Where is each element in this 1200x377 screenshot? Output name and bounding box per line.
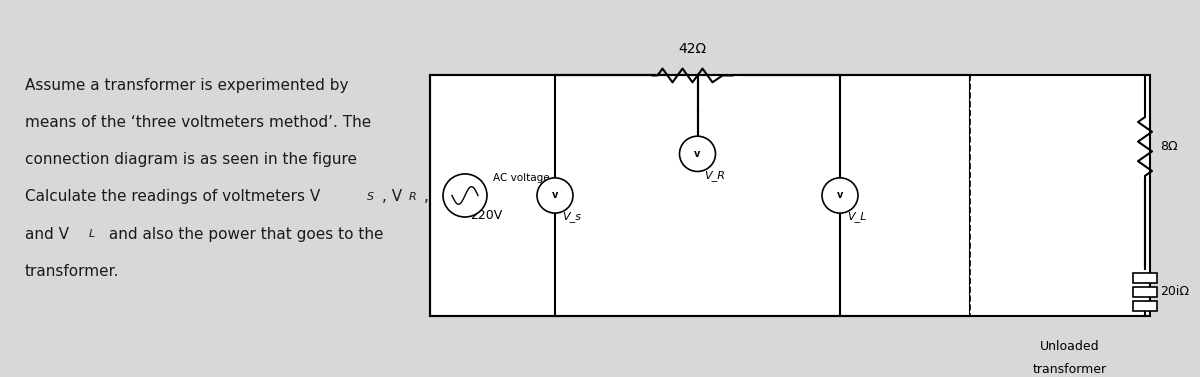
Text: 220V: 220V [470,208,503,222]
Bar [1133,287,1157,297]
Bar [1133,273,1157,283]
Text: ,: , [424,190,428,204]
Text: Assume a transformer is experimented by: Assume a transformer is experimented by [25,78,348,93]
Text: R: R [409,192,416,202]
Text: 8Ω: 8Ω [1160,140,1177,153]
Circle shape [822,178,858,213]
Text: means of the ‘three voltmeters method’. The: means of the ‘three voltmeters method’. … [25,115,371,130]
Bar [430,75,970,316]
Text: V_L: V_L [847,211,866,222]
Text: Unloaded: Unloaded [1040,340,1100,353]
Text: S: S [367,192,374,202]
Text: Calculate the readings of voltmeters V: Calculate the readings of voltmeters V [25,190,320,204]
Text: connection diagram is as seen in the figure: connection diagram is as seen in the fig… [25,152,358,167]
Text: and V: and V [25,227,70,242]
Text: v: v [695,149,701,159]
Text: , V: , V [382,190,402,204]
Text: v: v [836,190,844,201]
Text: V_s: V_s [563,211,582,222]
Text: 42Ω: 42Ω [678,42,707,56]
Bar [1133,301,1157,311]
Text: AC voltage: AC voltage [493,173,550,183]
Circle shape [679,136,715,172]
Bar [970,75,1150,316]
Text: 20iΩ: 20iΩ [1160,285,1189,297]
Circle shape [443,174,487,217]
Text: transformer: transformer [1033,363,1108,375]
Circle shape [538,178,574,213]
Text: V_R: V_R [704,170,725,181]
Text: L: L [89,229,95,239]
Text: v: v [552,190,558,201]
Text: transformer.: transformer. [25,264,120,279]
Text: and also the power that goes to the: and also the power that goes to the [104,227,384,242]
